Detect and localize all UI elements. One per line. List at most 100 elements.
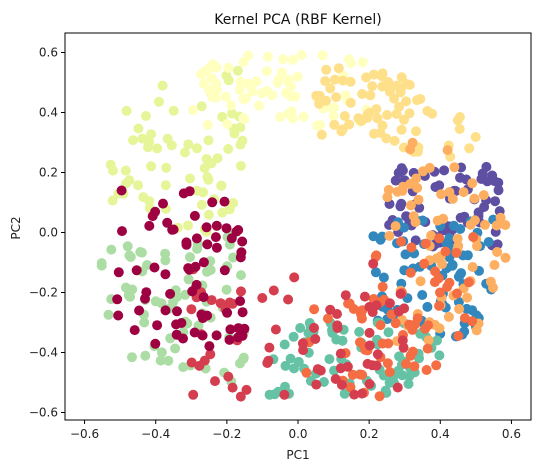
scatter-point: [128, 135, 138, 146]
scatter-point: [171, 319, 182, 330]
y-tick-label: 0.4: [39, 106, 58, 120]
scatter-point: [377, 281, 388, 292]
scatter-point: [292, 71, 303, 82]
scatter-point: [236, 247, 247, 258]
x-axis: −0.6 −0.4 −0.2 0.0 0.2 0.4 0.6: [70, 420, 521, 441]
scatter-point: [210, 376, 220, 387]
scatter-point: [467, 262, 478, 272]
scatter-point: [219, 196, 230, 207]
scatter-point: [442, 145, 453, 156]
scatter-point: [349, 389, 360, 400]
scatter-point: [149, 262, 160, 273]
scatter-point: [444, 277, 455, 288]
scatter-point: [364, 340, 375, 351]
scatter-point: [227, 382, 238, 393]
scatter-point: [483, 237, 494, 247]
scatter-point: [143, 142, 153, 153]
scatter-point: [191, 233, 202, 244]
scatter-point: [359, 291, 370, 302]
scatter-point: [325, 83, 336, 94]
scatter-point: [404, 79, 415, 90]
scatter-point: [431, 360, 442, 371]
scatter-point: [362, 358, 373, 369]
scatter-point: [396, 198, 407, 209]
scatter-point: [125, 252, 136, 262]
scatter-point: [241, 384, 252, 395]
scatter-point: [277, 67, 287, 78]
scatter-point: [234, 84, 245, 95]
scatter-point: [320, 76, 331, 86]
scatter-point: [238, 354, 249, 365]
scatter-point: [397, 335, 408, 346]
scatter-point: [264, 342, 275, 353]
scatter-point: [422, 343, 433, 354]
scatter-point: [397, 370, 408, 381]
scatter-point: [462, 292, 473, 303]
x-tick-label: 0.4: [431, 427, 450, 441]
chart-title: Kernel PCA (RBF Kernel): [214, 12, 381, 28]
y-tick-label: 0.6: [39, 46, 58, 60]
scatter-point: [140, 350, 151, 361]
scatter-point: [223, 371, 234, 382]
scatter-point: [393, 167, 404, 178]
scatter-point: [492, 247, 503, 257]
scatter-point: [375, 320, 386, 331]
scatter-point: [190, 261, 201, 272]
scatter-point: [158, 198, 168, 209]
scatter-point: [453, 330, 464, 341]
scatter-point: [295, 323, 306, 333]
scatter-point: [283, 108, 294, 119]
scatter-point: [420, 238, 431, 249]
scatter-point: [232, 65, 243, 76]
scatter-point: [333, 63, 344, 74]
x-tick-label: 0.2: [360, 427, 379, 441]
scatter-point: [185, 252, 195, 263]
scatter-point: [204, 341, 215, 352]
x-tick-label: 0.6: [502, 427, 521, 441]
scatter-point: [243, 50, 254, 61]
scatter-point: [108, 165, 118, 176]
scatter-point: [225, 324, 236, 335]
scatter-point: [383, 184, 394, 195]
scatter-point: [188, 105, 198, 116]
y-tick-label: 0.0: [39, 226, 58, 240]
scatter-point: [439, 165, 450, 176]
scatter-point: [390, 221, 401, 232]
scatter-point: [336, 126, 347, 137]
scatter-point: [364, 379, 375, 389]
scatter-point: [345, 76, 356, 87]
scatter-point: [357, 369, 368, 380]
scatter-point: [452, 115, 463, 126]
scatter-point: [369, 128, 379, 139]
scatter-point: [419, 258, 430, 269]
x-tick-label: −0.2: [212, 427, 241, 441]
scatter-point: [237, 330, 248, 341]
scatter-point: [206, 295, 217, 306]
scatter-point: [443, 311, 454, 322]
scatter-point: [138, 192, 149, 203]
scatter-point: [463, 277, 474, 288]
scatter-point: [405, 267, 416, 278]
scatter-point: [480, 219, 490, 230]
scatter-point: [431, 253, 442, 264]
scatter-point: [285, 353, 296, 364]
scatter-point: [411, 126, 421, 137]
scatter-point: [256, 88, 267, 99]
scatter-point: [208, 91, 219, 102]
scatter-point: [403, 379, 414, 389]
scatter-point: [408, 211, 419, 222]
scatter-point: [365, 90, 376, 101]
scatter-point: [185, 173, 195, 184]
scatter-point: [160, 180, 171, 191]
scatter-point: [198, 257, 209, 268]
scatter-point: [217, 207, 228, 218]
scatter-point: [417, 290, 428, 300]
scatter-point: [154, 96, 164, 107]
scatter-point: [321, 64, 332, 75]
scatter-point: [211, 78, 222, 89]
scatter-point: [435, 287, 445, 298]
scatter-point: [216, 180, 227, 191]
scatter-point: [141, 287, 152, 298]
